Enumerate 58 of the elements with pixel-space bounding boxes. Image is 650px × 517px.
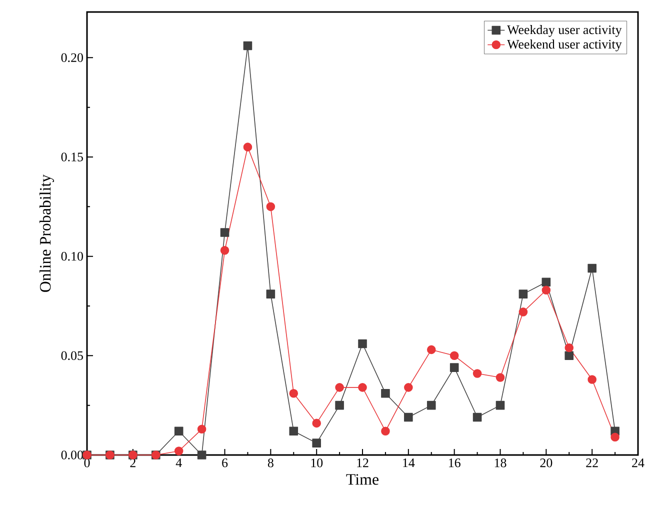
point: [542, 278, 551, 287]
x-tick-label: 6: [222, 458, 228, 468]
point: [358, 339, 367, 348]
x-tick-label: 20: [540, 458, 552, 468]
point: [312, 438, 321, 448]
point: [381, 426, 390, 436]
point: [220, 228, 230, 237]
point: [174, 446, 184, 456]
legend-label: Weekday user activity: [507, 25, 622, 37]
point: [588, 264, 596, 273]
point: [496, 373, 505, 382]
point: [335, 383, 344, 392]
point: [542, 286, 551, 294]
point: [174, 426, 184, 436]
x-tick-label: 8: [268, 458, 274, 468]
point: [472, 412, 482, 422]
point: [518, 290, 528, 298]
point: [518, 308, 528, 316]
point: [450, 351, 459, 360]
point: [220, 246, 230, 255]
point: [312, 418, 321, 428]
point: [426, 345, 436, 354]
point: [289, 426, 298, 436]
legend-label: Weekend user activity: [507, 40, 622, 52]
point: [358, 383, 367, 392]
point: [610, 432, 620, 442]
point: [450, 363, 459, 372]
point: [243, 41, 252, 50]
point: [266, 202, 276, 212]
y-axis-title: Online Probability: [39, 174, 54, 292]
x-tick-label: 10: [311, 458, 323, 468]
point: [404, 383, 413, 392]
point: [496, 400, 505, 410]
point: [266, 290, 276, 298]
x-tick-label: 4: [176, 458, 182, 468]
y-tick-label: 0.10: [61, 252, 83, 261]
point: [564, 351, 574, 360]
point: [289, 389, 298, 398]
y-tick-label: 0.20: [61, 53, 83, 62]
x-tick-label: 16: [449, 458, 460, 468]
x-axis-title: Time: [346, 474, 378, 485]
x-tick-label: 18: [494, 458, 506, 468]
point: [197, 450, 206, 460]
x-tick-label: 14: [403, 458, 415, 468]
point: [197, 424, 206, 434]
point: [472, 369, 482, 378]
point: [588, 375, 596, 384]
point: [564, 343, 574, 352]
point: [404, 412, 413, 422]
point: [381, 389, 390, 398]
point: [335, 400, 344, 410]
x-tick-label: 24: [632, 458, 644, 468]
point: [243, 142, 252, 152]
x-tick-label: 22: [586, 458, 598, 468]
y-tick-label: 0.15: [61, 152, 83, 162]
x-tick-label: 12: [357, 458, 368, 468]
point: [426, 400, 436, 410]
y-tick-label: 0.05: [61, 351, 83, 360]
